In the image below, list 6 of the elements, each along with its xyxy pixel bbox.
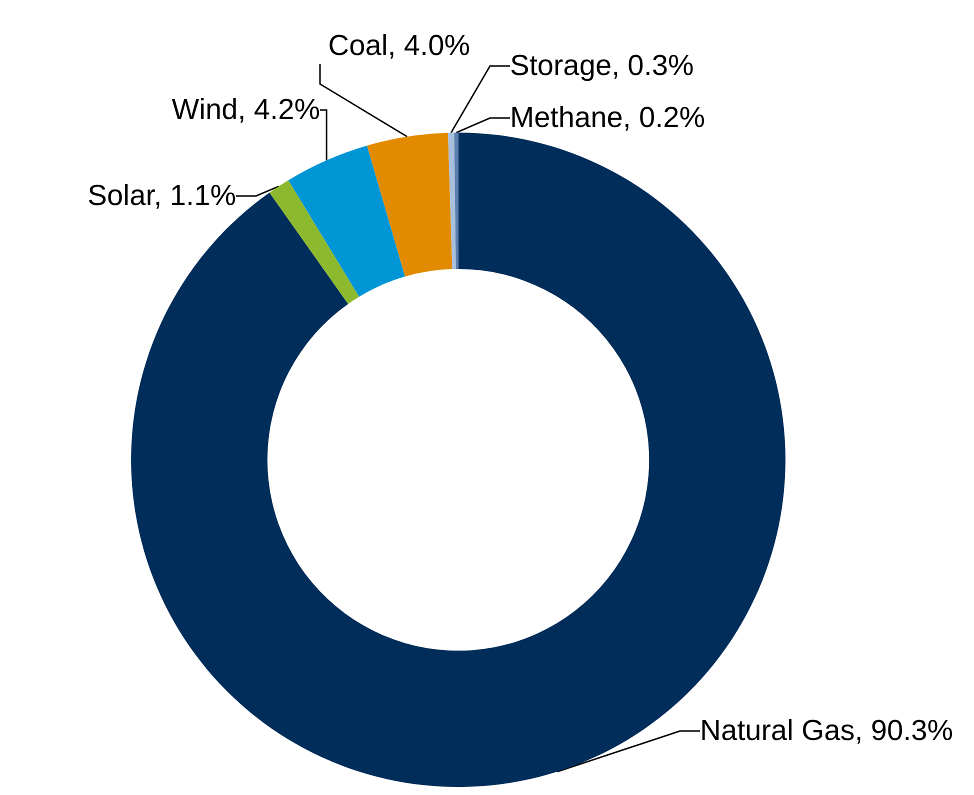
slice-label: Methane, 0.2%: [510, 102, 706, 134]
slice-label: Solar, 1.1%: [88, 180, 236, 212]
slice-label: Natural Gas, 90.3%: [700, 715, 954, 747]
slice-label: Wind, 4.2%: [172, 94, 320, 126]
slice-label: Coal, 4.0%: [328, 30, 470, 62]
slice-label: Storage, 0.3%: [510, 50, 694, 82]
